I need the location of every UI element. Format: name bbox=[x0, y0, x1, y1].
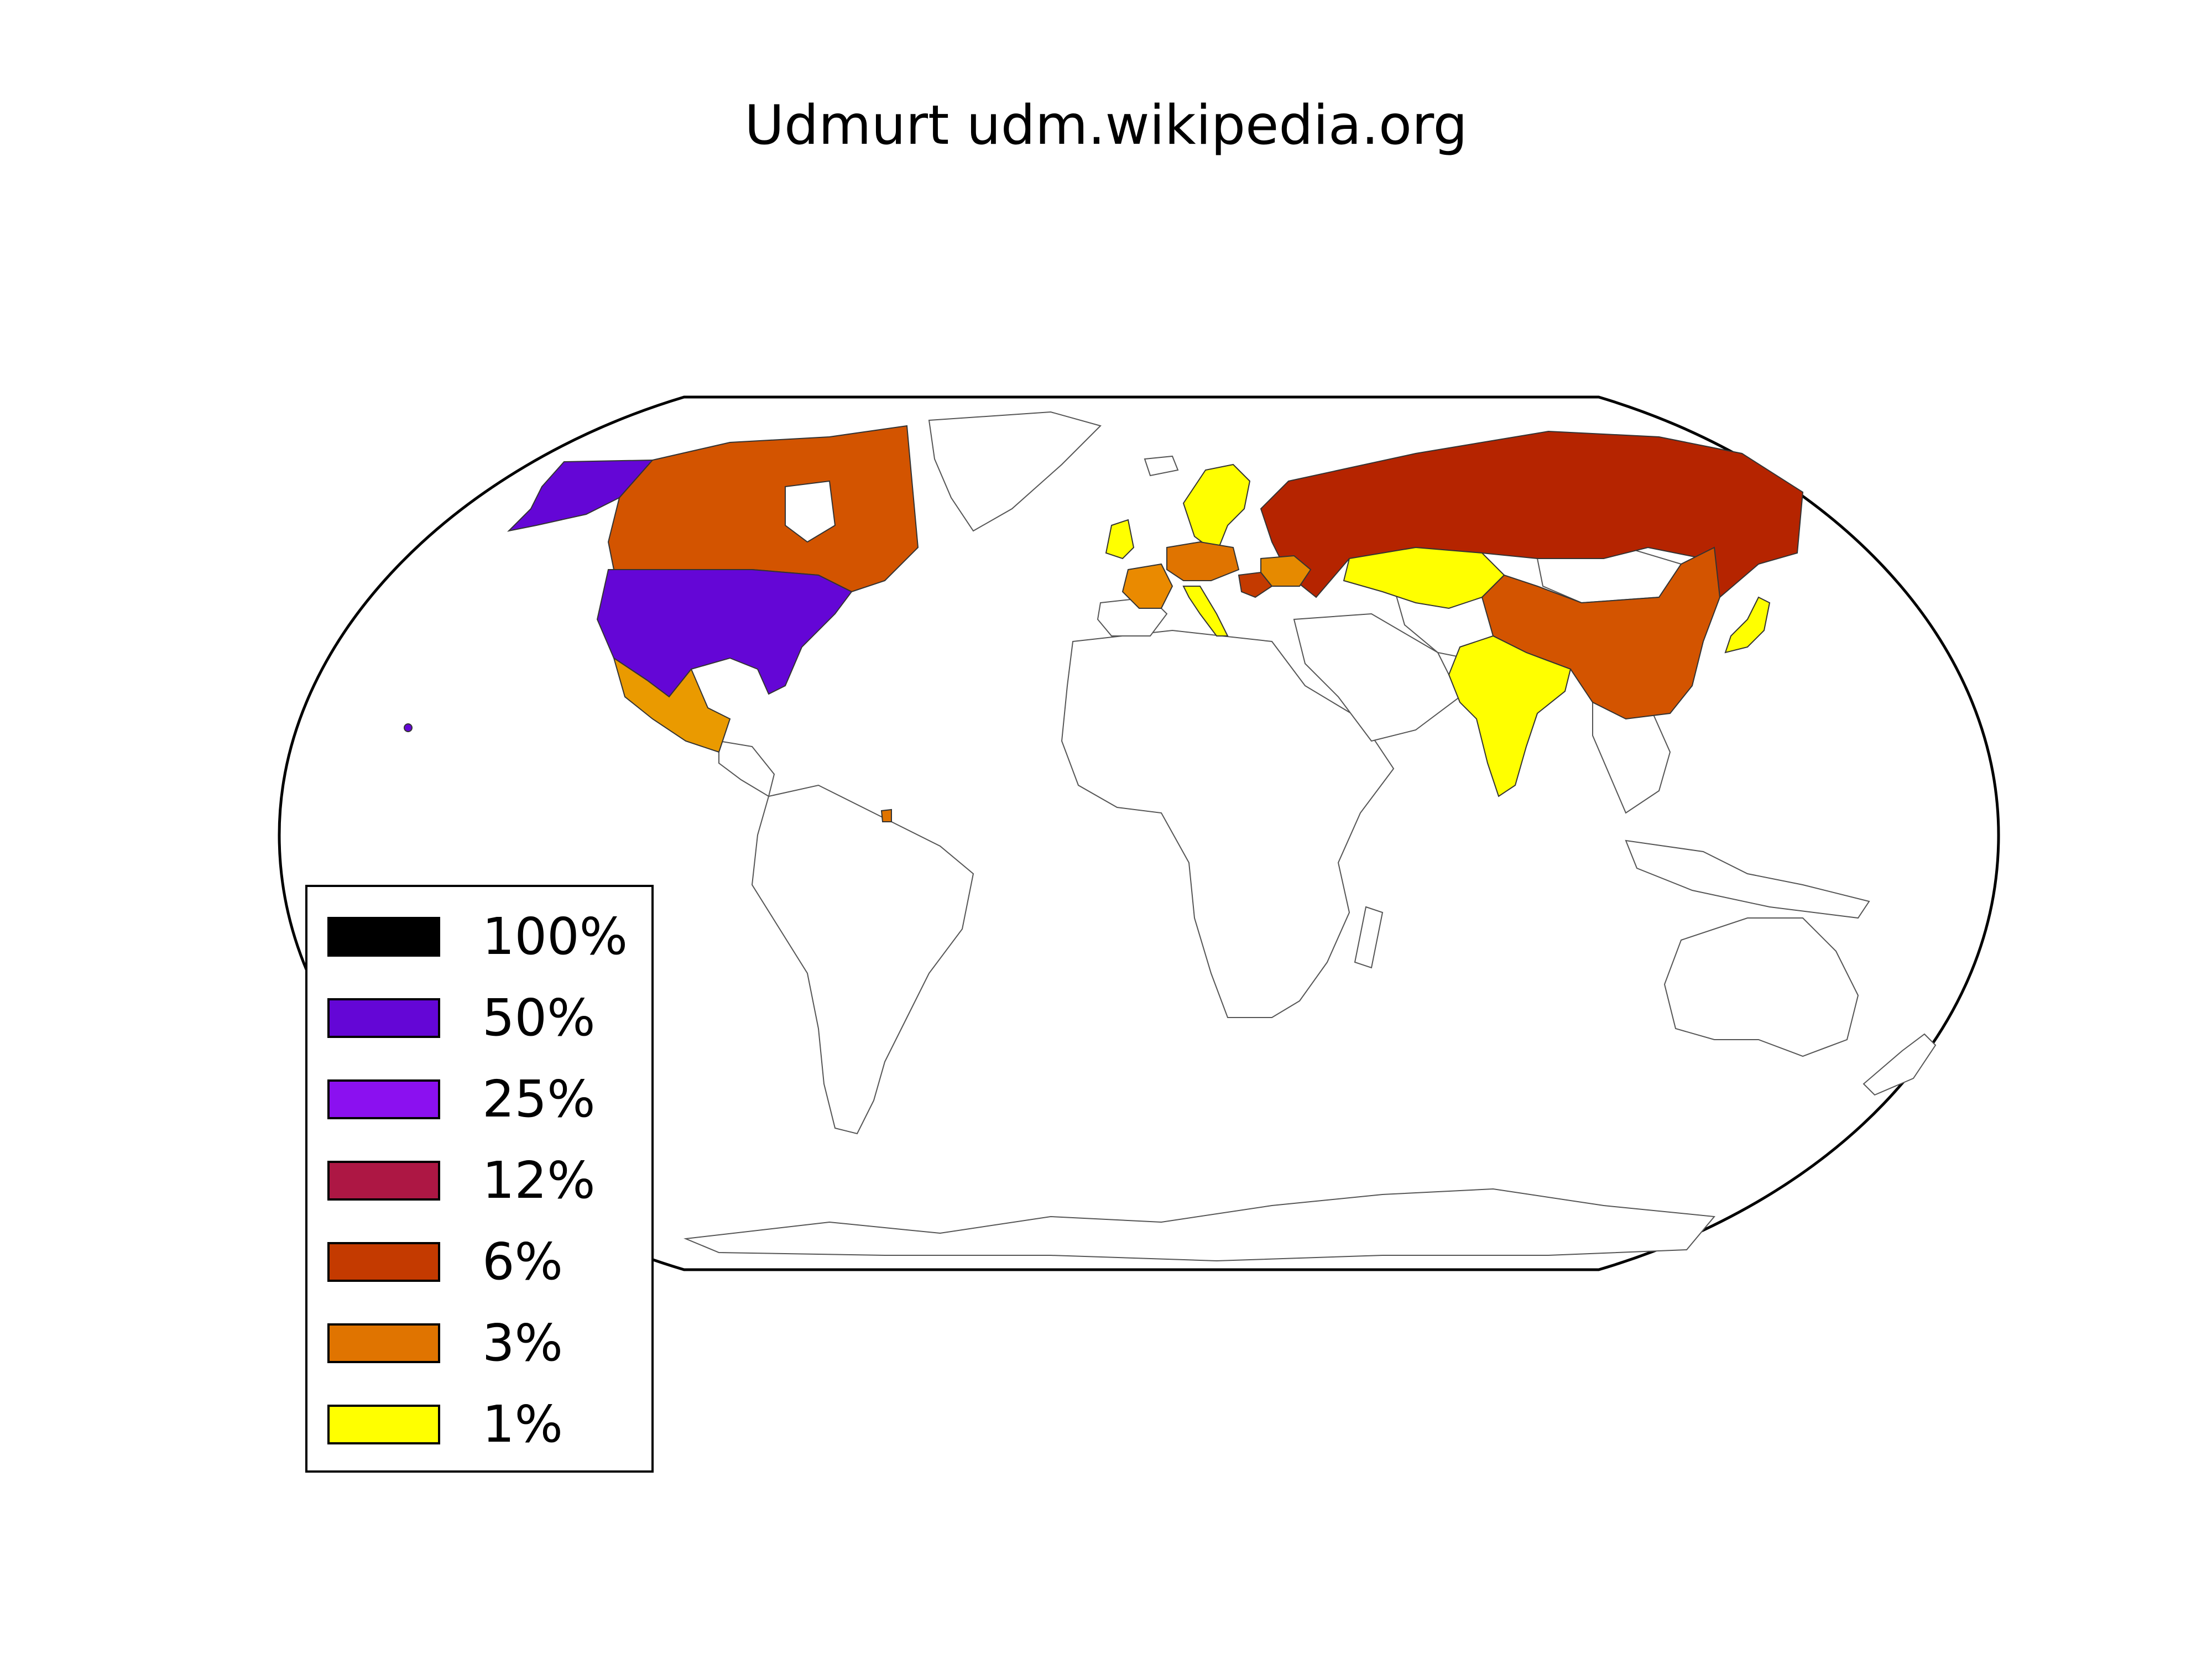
region-central-europe bbox=[1166, 541, 1240, 581]
legend-label: 100% bbox=[482, 907, 628, 966]
greenland bbox=[928, 411, 1102, 532]
legend-label: 12% bbox=[482, 1151, 596, 1210]
legend-item: 25% bbox=[327, 1074, 595, 1125]
legend: 100% 50% 25% 12% 6% 3% 1% bbox=[305, 885, 654, 1473]
legend-item: 6% bbox=[327, 1232, 563, 1291]
region-italy bbox=[1182, 586, 1229, 637]
legend-item: 100% bbox=[327, 911, 628, 962]
madagascar bbox=[1354, 906, 1384, 969]
region-hawaii bbox=[404, 723, 413, 732]
legend-item: 12% bbox=[327, 1155, 595, 1206]
legend-swatch bbox=[327, 917, 440, 957]
map-title: Udmurt udm.wikipedia.org bbox=[744, 94, 1468, 157]
region-romania bbox=[1238, 571, 1273, 598]
legend-label: 3% bbox=[482, 1313, 563, 1373]
legend-swatch bbox=[327, 1079, 440, 1119]
legend-label: 50% bbox=[482, 988, 596, 1047]
legend-swatch bbox=[327, 1161, 440, 1201]
legend-item: 1% bbox=[327, 1395, 563, 1454]
africa bbox=[1061, 629, 1395, 1018]
region-france bbox=[1121, 563, 1173, 609]
legend-swatch bbox=[327, 1405, 440, 1444]
legend-swatch bbox=[327, 1242, 440, 1282]
land-colored bbox=[404, 425, 1804, 822]
central-america bbox=[718, 740, 775, 797]
legend-item: 50% bbox=[327, 993, 595, 1044]
hudson-bay bbox=[785, 480, 836, 543]
south-america bbox=[751, 784, 974, 1135]
region-japan bbox=[1724, 596, 1771, 654]
region-india bbox=[1448, 635, 1572, 797]
legend-swatch bbox=[327, 1323, 440, 1363]
region-kazakhstan bbox=[1343, 546, 1505, 609]
middle-east bbox=[1293, 613, 1461, 742]
iceland bbox=[1144, 455, 1179, 477]
australia bbox=[1663, 917, 1859, 1057]
indonesia bbox=[1625, 839, 1870, 919]
region-uk bbox=[1105, 519, 1135, 560]
region-canada bbox=[607, 425, 919, 593]
legend-swatch bbox=[327, 998, 440, 1038]
new-zealand bbox=[1863, 1033, 1937, 1096]
region-ukraine bbox=[1260, 555, 1312, 587]
legend-label: 1% bbox=[482, 1395, 563, 1454]
region-mexico bbox=[613, 656, 731, 753]
legend-label: 25% bbox=[482, 1070, 596, 1129]
antarctica bbox=[684, 1188, 1715, 1262]
legend-label: 6% bbox=[482, 1232, 563, 1291]
region-french-guiana bbox=[880, 808, 892, 822]
legend-item: 3% bbox=[327, 1318, 563, 1369]
